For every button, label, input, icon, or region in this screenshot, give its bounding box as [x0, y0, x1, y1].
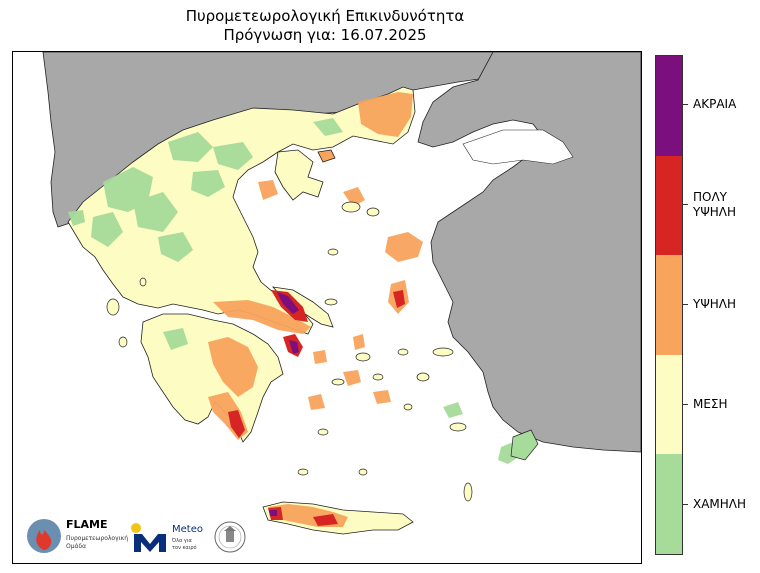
- flame-logo: FLAME Πυρομετεωρολογική Ομάδα: [26, 514, 136, 558]
- legend-label-low: ΧΑΜΗΛΗ: [693, 497, 747, 511]
- map-svg: [42, 52, 641, 535]
- meteo-logo-line1: Όλα για: [172, 538, 192, 544]
- fire-danger-map: [12, 51, 642, 564]
- legend-swatch-medium: [656, 354, 682, 455]
- low-danger-zones: [68, 118, 523, 464]
- map-title: Πυρομετεωρολογική Επικινδυνότητα: [185, 7, 465, 25]
- legend-label-very-high: ΠΟΛΥ ΥΨΗΛΗ: [693, 190, 737, 219]
- aegean-islands: [106, 201, 473, 502]
- thassos: [317, 149, 336, 163]
- forecast-date: Πρόγνωση για: 16.07.2025: [223, 26, 427, 44]
- legend-swatch-extreme: [656, 56, 682, 156]
- seal-icon: [214, 521, 246, 553]
- flame-logo-line1: Πυρομετεωρολογική: [66, 535, 129, 542]
- turkey: [417, 52, 641, 453]
- legend-label-medium: ΜΕΣΗ: [693, 397, 728, 411]
- meteo-logo-name: Meteo: [172, 524, 203, 535]
- marmara-sea: [462, 129, 574, 165]
- chalkidiki: [274, 149, 324, 201]
- meteo-logo: Meteo Όλα για τον καιρό: [130, 520, 220, 556]
- lesvos: [385, 232, 423, 262]
- rhodes: [510, 429, 539, 461]
- meteo-icon: [131, 523, 166, 552]
- observatory-seal: [213, 520, 247, 554]
- meteo-logo-line2: τον καιρό: [172, 545, 197, 551]
- flame-icon: [27, 519, 61, 553]
- legend-swatch-low: [656, 454, 682, 554]
- legend-swatch-high: [656, 255, 682, 355]
- legend-label-high: ΥΨΗΛΗ: [693, 297, 737, 311]
- flame-logo-name: FLAME: [66, 518, 108, 531]
- extreme-danger-zones: [269, 292, 299, 516]
- legend-swatch-very-high: [656, 155, 682, 256]
- legend-label-extreme: ΑΚΡΑΙΑ: [693, 97, 737, 111]
- peloponnese: [140, 313, 284, 443]
- legend-colorbar: [655, 55, 683, 555]
- flame-logo-line2: Ομάδα: [66, 543, 87, 550]
- mainland-north: [67, 86, 416, 335]
